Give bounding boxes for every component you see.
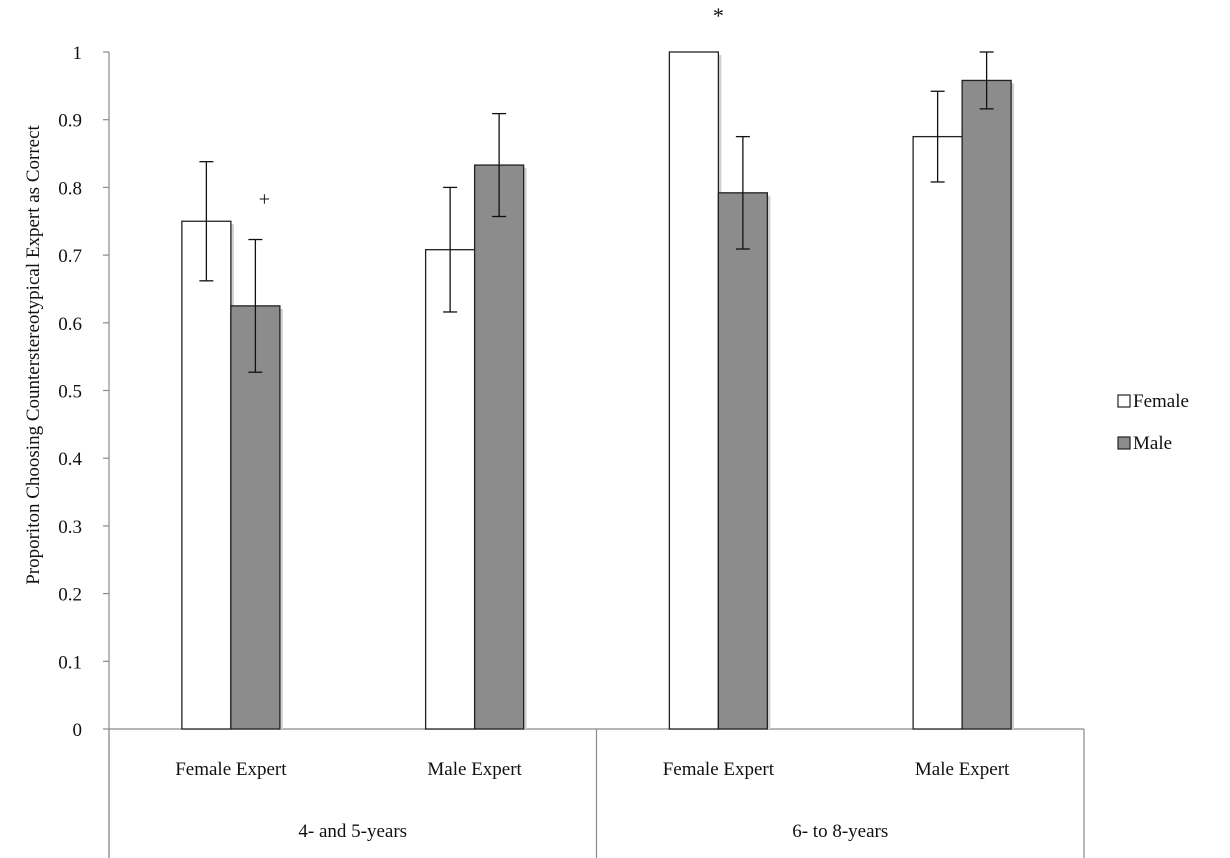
bar [717, 192, 769, 730]
category-label: Female Expert [175, 759, 287, 780]
y-tick-label: 0.8 [58, 178, 82, 199]
category-label: Male Expert [915, 759, 1010, 780]
legend-label: Female [1133, 391, 1189, 412]
significance-marker: + [259, 189, 270, 211]
legend-label: Male [1133, 433, 1172, 454]
y-tick-label: 0.9 [58, 111, 82, 132]
legend: Female Male [1117, 391, 1189, 454]
y-tick-label: 0.7 [58, 246, 82, 267]
y-tick-label: 1 [73, 43, 83, 64]
bar [961, 79, 1012, 730]
y-tick-label: 0.3 [58, 517, 82, 538]
y-tick-label: 0.4 [58, 449, 82, 470]
y-tick-label: 0.2 [58, 585, 82, 606]
bar [668, 51, 720, 730]
bar [230, 305, 281, 730]
y-tick-label: 0.6 [58, 314, 82, 335]
legend-swatch [1117, 394, 1131, 408]
y-tick-label: 0 [73, 720, 83, 741]
bar [473, 164, 525, 730]
bar [424, 249, 476, 730]
bars-layer [181, 51, 1015, 730]
annotations-layer: +* [259, 3, 724, 211]
significance-marker: * [713, 3, 724, 28]
y-tick-label: 0.1 [58, 652, 82, 673]
category-label: Female Expert [663, 759, 775, 780]
axes: 0 0.1 0.2 0.3 0.4 0.5 0.6 0.7 0.8 0.9 1 Female Expe… [58, 43, 1085, 858]
bar [181, 220, 232, 730]
category-label: Male Expert [427, 759, 522, 780]
group-label: 6- to 8-years [792, 821, 888, 842]
legend-swatch [1117, 436, 1131, 450]
error-bars-layer [199, 51, 994, 373]
group-label: 4- and 5-years [298, 821, 407, 842]
y-tick-label: 0.5 [58, 382, 82, 403]
bar [912, 135, 963, 730]
y-axis-title: Proporiton Choosing Counterstereotypical… [23, 124, 44, 584]
